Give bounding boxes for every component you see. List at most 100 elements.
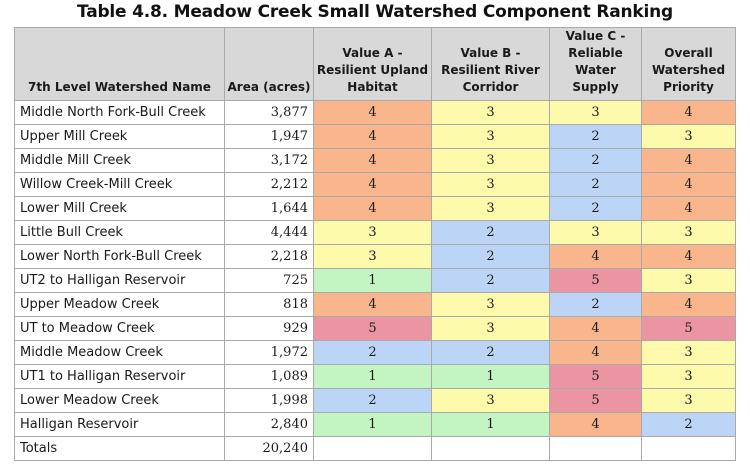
value-b-score: 1 <box>431 412 550 437</box>
header-row: 7th Level Watershed Name Area (acres) Va… <box>14 27 736 101</box>
table-title: Table 4.8. Meadow Creek Small Watershed … <box>76 2 673 22</box>
header-watershed-name: 7th Level Watershed Name <box>14 27 225 101</box>
overall-priority-score: 3 <box>641 364 736 389</box>
value-a-score: 1 <box>313 268 432 293</box>
table-row: Upper Mill Creek 1,947 4 3 2 3 <box>14 124 736 149</box>
value-c-score: 2 <box>549 124 642 149</box>
watershed-ranking-table: 7th Level Watershed Name Area (acres) Va… <box>14 27 736 461</box>
area-cell: 3,172 <box>224 148 314 173</box>
overall-priority-score: 2 <box>641 412 736 437</box>
header-area: Area (acres) <box>224 27 314 101</box>
value-b-score: 2 <box>431 220 550 245</box>
value-c-score: 5 <box>549 388 642 413</box>
table-row: Lower Mill Creek 1,644 4 3 2 4 <box>14 196 736 221</box>
area-cell: 1,089 <box>224 364 314 389</box>
value-a-score: 4 <box>313 148 432 173</box>
watershed-name-cell: Lower Meadow Creek <box>14 388 225 413</box>
watershed-name-cell: Willow Creek-Mill Creek <box>14 172 225 197</box>
totals-row: Totals 20,240 <box>14 436 736 461</box>
area-cell: 1,972 <box>224 340 314 365</box>
value-b-score: 2 <box>431 268 550 293</box>
empty-cell <box>641 436 736 461</box>
watershed-name-cell: Little Bull Creek <box>14 220 225 245</box>
watershed-name-cell: Lower Mill Creek <box>14 196 225 221</box>
value-c-score: 3 <box>549 100 642 125</box>
value-b-score: 3 <box>431 388 550 413</box>
totals-area: 20,240 <box>224 436 314 461</box>
value-b-score: 2 <box>431 244 550 269</box>
table-row: Upper Meadow Creek 818 4 3 2 4 <box>14 292 736 317</box>
overall-priority-score: 3 <box>641 220 736 245</box>
value-c-score: 4 <box>549 412 642 437</box>
value-a-score: 4 <box>313 172 432 197</box>
overall-priority-score: 4 <box>641 292 736 317</box>
overall-priority-score: 4 <box>641 172 736 197</box>
overall-priority-score: 3 <box>641 124 736 149</box>
value-a-score: 2 <box>313 340 432 365</box>
area-cell: 1,644 <box>224 196 314 221</box>
watershed-name-cell: Upper Mill Creek <box>14 124 225 149</box>
empty-cell <box>431 436 550 461</box>
overall-priority-score: 5 <box>641 316 736 341</box>
value-c-score: 2 <box>549 292 642 317</box>
empty-cell <box>313 436 432 461</box>
value-c-score: 4 <box>549 340 642 365</box>
area-cell: 4,444 <box>224 220 314 245</box>
value-b-score: 3 <box>431 292 550 317</box>
value-a-score: 4 <box>313 196 432 221</box>
area-cell: 2,218 <box>224 244 314 269</box>
value-a-score: 4 <box>313 100 432 125</box>
watershed-name-cell: Upper Meadow Creek <box>14 292 225 317</box>
value-a-score: 5 <box>313 316 432 341</box>
header-value-c: Value C - Reliable Water Supply <box>549 27 642 101</box>
value-a-score: 3 <box>313 220 432 245</box>
value-b-score: 3 <box>431 148 550 173</box>
value-a-score: 3 <box>313 244 432 269</box>
value-c-score: 2 <box>549 196 642 221</box>
table-row: Lower North Fork-Bull Creek 2,218 3 2 4 4 <box>14 244 736 269</box>
header-overall-priority: Overall Watershed Priority <box>641 27 736 101</box>
watershed-name-cell: Middle Mill Creek <box>14 148 225 173</box>
area-cell: 818 <box>224 292 314 317</box>
value-a-score: 2 <box>313 388 432 413</box>
table-row: Willow Creek-Mill Creek 2,212 4 3 2 4 <box>14 172 736 197</box>
watershed-name-cell: Halligan Reservoir <box>14 412 225 437</box>
header-value-a: Value A - Resilient Upland Habitat <box>313 27 432 101</box>
overall-priority-score: 4 <box>641 196 736 221</box>
watershed-name-cell: Middle Meadow Creek <box>14 340 225 365</box>
value-a-score: 1 <box>313 412 432 437</box>
area-cell: 725 <box>224 268 314 293</box>
value-b-score: 3 <box>431 100 550 125</box>
area-cell: 2,212 <box>224 172 314 197</box>
watershed-name-cell: UT to Meadow Creek <box>14 316 225 341</box>
watershed-name-cell: UT2 to Halligan Reservoir <box>14 268 225 293</box>
value-a-score: 4 <box>313 124 432 149</box>
empty-cell <box>549 436 642 461</box>
table-row: Middle Meadow Creek 1,972 2 2 4 3 <box>14 340 736 365</box>
value-c-score: 4 <box>549 316 642 341</box>
table-body: Middle North Fork-Bull Creek 3,877 4 3 3 4 Upp… <box>14 100 736 461</box>
value-b-score: 3 <box>431 316 550 341</box>
watershed-name-cell: Middle North Fork-Bull Creek <box>14 100 225 125</box>
value-c-score: 2 <box>549 148 642 173</box>
value-c-score: 5 <box>549 268 642 293</box>
table-row: UT to Meadow Creek 929 5 3 4 5 <box>14 316 736 341</box>
area-cell: 929 <box>224 316 314 341</box>
table-row: Middle North Fork-Bull Creek 3,877 4 3 3 4 <box>14 100 736 125</box>
value-c-score: 4 <box>549 244 642 269</box>
overall-priority-score: 4 <box>641 148 736 173</box>
overall-priority-score: 4 <box>641 244 736 269</box>
area-cell: 1,998 <box>224 388 314 413</box>
value-a-score: 4 <box>313 292 432 317</box>
value-b-score: 3 <box>431 124 550 149</box>
value-c-score: 5 <box>549 364 642 389</box>
table-row: Little Bull Creek 4,444 3 2 3 3 <box>14 220 736 245</box>
value-b-score: 1 <box>431 364 550 389</box>
overall-priority-score: 3 <box>641 340 736 365</box>
value-b-score: 3 <box>431 196 550 221</box>
table-row: Middle Mill Creek 3,172 4 3 2 4 <box>14 148 736 173</box>
overall-priority-score: 3 <box>641 268 736 293</box>
watershed-name-cell: UT1 to Halligan Reservoir <box>14 364 225 389</box>
area-cell: 2,840 <box>224 412 314 437</box>
value-c-score: 3 <box>549 220 642 245</box>
